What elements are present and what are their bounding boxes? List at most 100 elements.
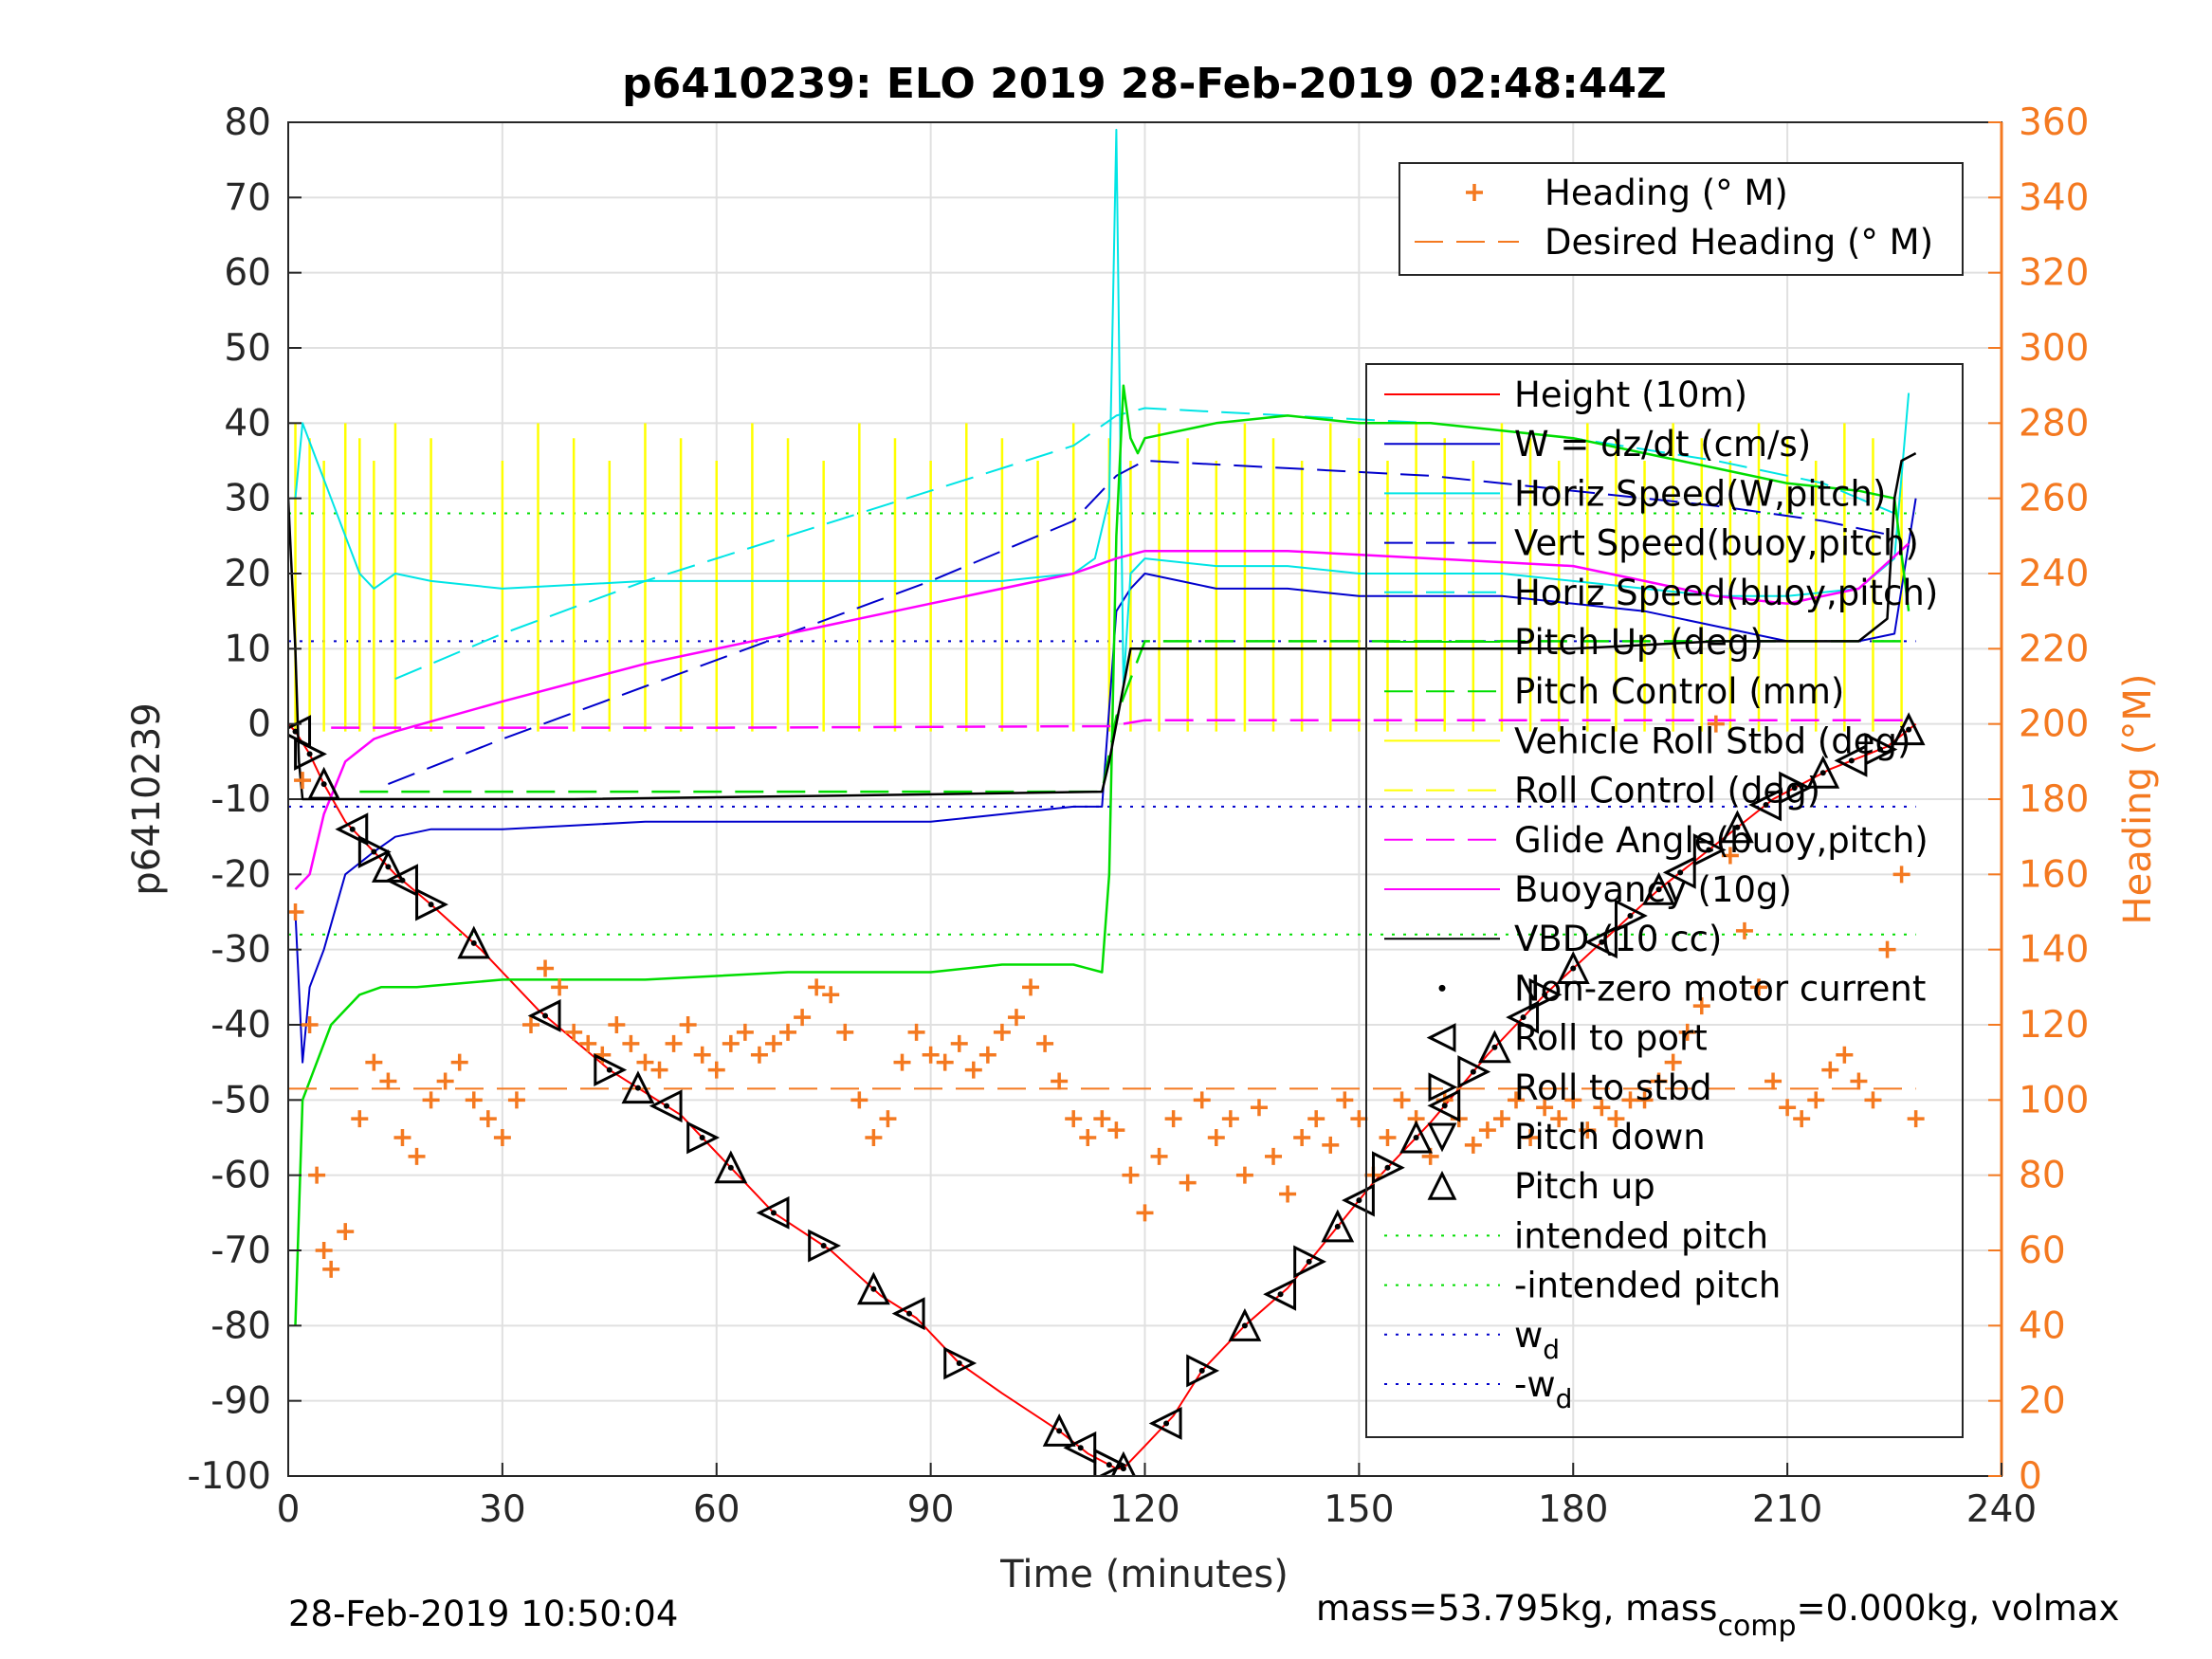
y-tick-label-right: 260 <box>2019 478 2089 520</box>
motor-event-marker <box>1263 1277 1297 1311</box>
heading-point <box>707 1061 725 1079</box>
motor-current-dot <box>1198 1367 1205 1374</box>
y-tick-label-left: -100 <box>187 1455 271 1498</box>
motor-current-dot <box>664 1103 670 1109</box>
heading-point <box>1550 1110 1568 1128</box>
motor-current-dot <box>1384 1164 1391 1171</box>
heading-point <box>1150 1147 1168 1165</box>
y-tick-label-left: 20 <box>224 553 271 595</box>
motor-event-marker <box>943 1346 978 1380</box>
motor-event-marker <box>1662 855 1696 889</box>
motor-event-marker <box>1720 810 1754 844</box>
heading-point <box>450 1053 468 1071</box>
motor-event-marker <box>527 999 561 1032</box>
heading-point <box>1122 1166 1140 1184</box>
footer-mass-sub: comp <box>1717 1610 1796 1643</box>
motor-event-marker <box>649 1089 683 1123</box>
legend-label: W = dz/dt (cm/s) <box>1514 424 1811 465</box>
motor-event-marker <box>1148 1407 1182 1440</box>
y-tick-label-right: 220 <box>2019 628 2089 670</box>
motor-current-dot <box>349 826 356 832</box>
motor-current-dot <box>1734 824 1741 830</box>
motor-current-dot <box>1655 886 1662 893</box>
y-tick-label-right: 100 <box>2019 1079 2089 1121</box>
legend-marker <box>1427 1122 1457 1153</box>
legend-label: Roll Control (deg) <box>1514 771 1820 811</box>
y-tick-label-left: 60 <box>224 252 271 295</box>
heading-point <box>408 1147 426 1165</box>
legend-label: VBD (10 cc) <box>1514 919 1722 959</box>
x-tick-label: 0 <box>277 1488 301 1531</box>
motor-event-marker <box>808 1229 842 1263</box>
motor-event-marker <box>1321 1209 1355 1243</box>
heading-point <box>422 1091 440 1109</box>
heading-point <box>1322 1136 1340 1154</box>
y-ticks-right: 0 20 40 60 80 100 120 140 160 180 200 220 240 260 280 3… <box>1988 101 2089 1498</box>
motor-event-marker <box>1110 1450 1137 1476</box>
heading-point <box>1707 715 1725 733</box>
heading-point <box>1779 1099 1797 1117</box>
x-tick-label: 180 <box>1538 1488 1608 1531</box>
footer-mass-a: mass=53.795kg, mass <box>1316 1588 1717 1629</box>
heading-point <box>551 978 569 996</box>
y-tick-label-left: 40 <box>224 402 271 445</box>
x-tick-label: 150 <box>1324 1488 1394 1531</box>
heading-point <box>365 1053 383 1071</box>
motor-current-dot <box>1413 1135 1419 1140</box>
motor-current-dot <box>1491 1044 1498 1050</box>
series-line <box>294 384 1910 1326</box>
legend-label: intended pitch <box>1514 1215 1768 1256</box>
legend-label: Pitch Control (mm) <box>1514 671 1844 712</box>
heading-point <box>1621 1091 1639 1109</box>
heading-point <box>1522 1129 1540 1146</box>
heading-point <box>879 1110 897 1128</box>
y-tick-label-left: 70 <box>224 176 271 219</box>
heading-point <box>493 1129 511 1146</box>
heading-point <box>950 1034 968 1052</box>
main-legend: Height (10m) W = dz/dt (cm/s) Horiz Speed(… <box>1365 363 1964 1438</box>
x-tick-label: 30 <box>479 1488 526 1531</box>
motor-event-marker <box>1478 1030 1511 1064</box>
x-tick-label: 240 <box>1966 1488 2037 1531</box>
motor-current-dot <box>1627 912 1634 919</box>
heading-point <box>393 1129 411 1146</box>
series-line <box>288 451 1917 801</box>
motor-current-dot <box>1706 847 1712 853</box>
heading-point <box>907 1023 925 1041</box>
legend-label: Pitch down <box>1514 1117 1706 1158</box>
heading-point <box>622 1034 640 1052</box>
y-tick-label-left: -10 <box>210 778 271 821</box>
heading-legend-label: Heading (° M) <box>1545 173 1788 213</box>
motor-current-dot <box>371 848 377 855</box>
heading-point <box>1907 1110 1925 1128</box>
legend-label: Horiz Speed(buoy,pitch) <box>1514 573 1938 613</box>
motor-event-marker <box>1556 951 1590 984</box>
legend-label: Pitch up <box>1514 1166 1655 1207</box>
motor-current-dot <box>306 751 313 757</box>
y-tick-label-right: 40 <box>2019 1304 2066 1347</box>
heading-point <box>794 1009 812 1027</box>
motor-event-marker <box>1228 1307 1262 1341</box>
motor-current-dot <box>1120 1466 1126 1472</box>
motor-current-dot <box>820 1243 827 1249</box>
motor-current-dot <box>1056 1428 1063 1434</box>
y-tick-label-right: 240 <box>2019 553 2089 595</box>
motor-event-marker <box>1293 1245 1327 1279</box>
heading-point <box>1692 997 1710 1015</box>
heading-point <box>1508 1091 1526 1109</box>
heading-point <box>1536 1099 1554 1117</box>
heading-point <box>315 1242 333 1259</box>
motor-current-dot <box>1163 1420 1170 1427</box>
heading-point <box>1636 1091 1654 1109</box>
motor-event-marker <box>594 1053 628 1087</box>
heading-point <box>1793 1110 1811 1128</box>
heading-point <box>1735 921 1753 939</box>
heading-point <box>436 1072 454 1090</box>
heading-point <box>1750 978 1768 996</box>
heading-point <box>1250 1099 1268 1117</box>
heading-point <box>1664 1053 1682 1071</box>
x-tick-label: 120 <box>1109 1488 1179 1531</box>
legend-label: Roll to port <box>1514 1018 1708 1059</box>
heading-point <box>665 1034 683 1052</box>
y-tick-label-left: -80 <box>210 1304 271 1347</box>
